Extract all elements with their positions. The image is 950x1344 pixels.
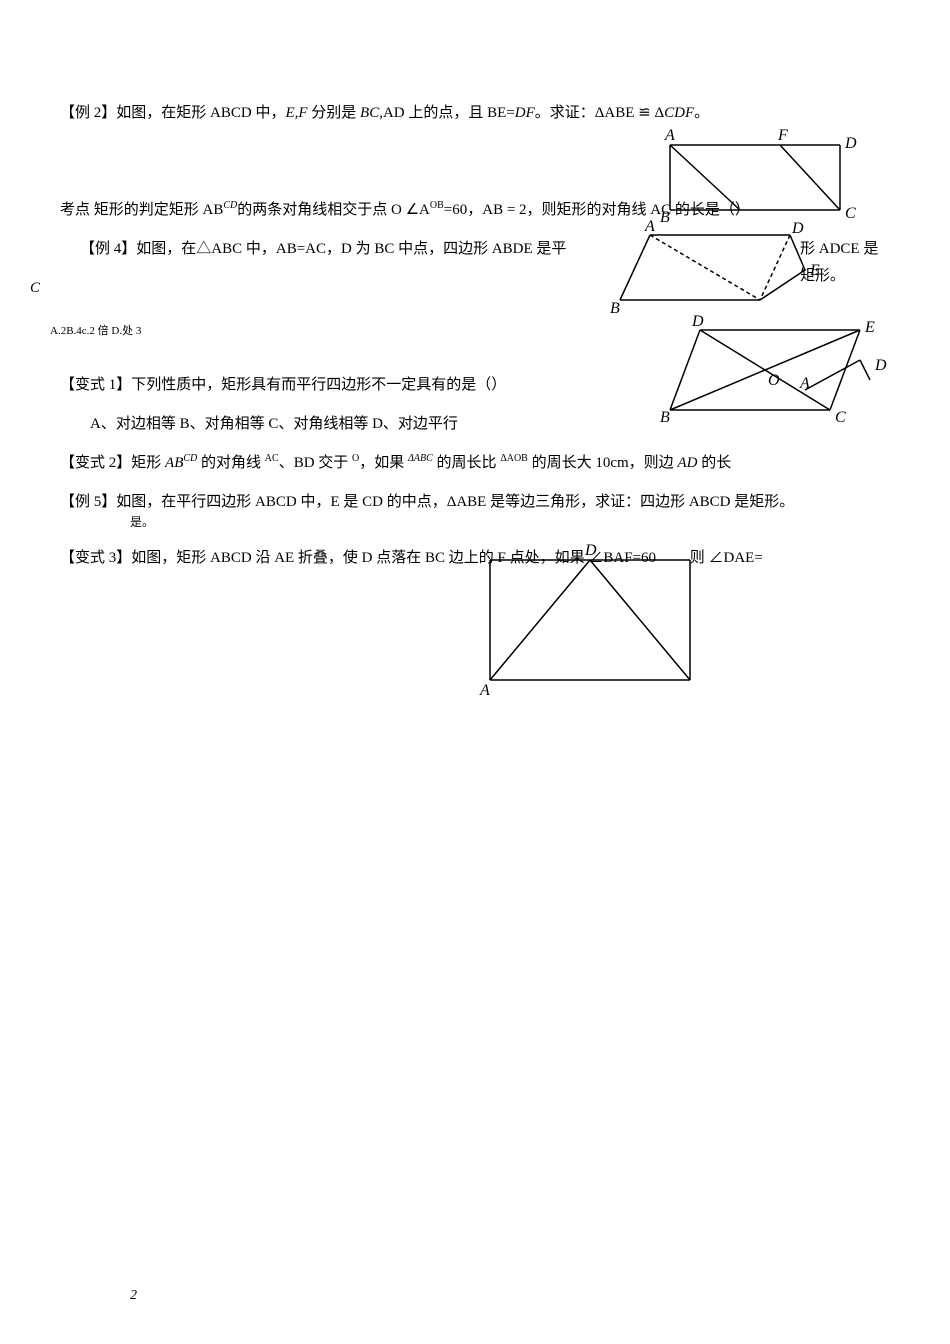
problem-ex2: 【例 2】如图，在矩形 ABCD 中，E,F 分别是 BC,AD 上的点，且 B… xyxy=(60,100,890,127)
kaodian-t2: 的两条对角线相交于点 O ∠A xyxy=(237,202,430,218)
kaodian-cd: CD xyxy=(223,200,237,211)
bs2-t6: ，如果 xyxy=(359,455,408,471)
bs2-ac: AC xyxy=(265,453,279,464)
bs2-t4: 、BD 交于 xyxy=(279,455,352,471)
ex2-t1: E,F xyxy=(285,105,307,121)
ex5-text: 如图，在平行四边形 ABCD 中，E 是 CD 的中点，ΔABE 是等边三角形，… xyxy=(116,494,794,510)
ex2-t7: CDF xyxy=(664,105,694,121)
ex4-text: 如图，在△ABC 中，AB=AC，D 为 BC 中点，四边形 ABDE 是平 xyxy=(136,241,566,257)
label-A2: A xyxy=(644,218,655,235)
bs2-t10: 的周长大 10cm，则边 xyxy=(528,455,678,471)
kaodian-ob: OB xyxy=(430,200,444,211)
bs2-label: 【变式 2】 xyxy=(60,455,131,471)
bs2-t1: AB xyxy=(165,455,183,471)
label-D2: D xyxy=(791,220,804,237)
ex2-t6: 。求证：ΔABE ≌ Δ xyxy=(535,105,664,121)
problem-bianshi1: 【变式 1】下列性质中，矩形具有而平行四边形不一定具有的是（） xyxy=(60,372,890,399)
page-number: 2 xyxy=(130,1288,137,1304)
label-D3: D xyxy=(691,313,704,330)
choices-text: A.2B.4c.2 倍 D.处 3 xyxy=(50,325,141,337)
ex2-t5: DF xyxy=(515,105,535,121)
kaodian-t1: 考点 矩形的判定矩形 AB xyxy=(60,202,223,218)
bs2-t8: 的周长比 xyxy=(433,455,501,471)
bs2-t0: 矩形 xyxy=(131,455,165,471)
kaodian-t3: =60，AB = 2，则矩形的对角线 AC 的长是（） xyxy=(444,202,750,218)
label-A4: A xyxy=(479,682,490,699)
bs1-opts: A、对边相等 B、对角相等 C、对角线相等 D、对边平行 xyxy=(90,416,458,432)
bs2-aob: ΔAOB xyxy=(500,453,528,464)
bs2-cd: CD xyxy=(183,453,197,464)
ex4-label: 【例 4】 xyxy=(80,241,136,257)
label-E3: E xyxy=(864,319,875,336)
bs3-label: 【变式 3】 xyxy=(60,550,131,566)
label-A: A xyxy=(664,127,675,144)
bianshi1-options: A、对边相等 B、对角相等 C、对角线相等 D、对边平行 xyxy=(90,411,890,438)
c-text: C xyxy=(30,280,40,296)
bs2-t2: 的对角线 xyxy=(197,455,265,471)
bs1-label: 【变式 1】 xyxy=(60,377,131,393)
ex2-t4: ,AD 上的点，且 BE= xyxy=(379,105,515,121)
bs1-text: 下列性质中，矩形具有而平行四边形不一定具有的是（） xyxy=(131,377,506,393)
ex2-t3: BC xyxy=(360,105,379,121)
ex5-label: 【例 5】 xyxy=(60,494,116,510)
ex2-t0: 如图，在矩形 ABCD 中， xyxy=(116,105,285,121)
diagram-triangle-rect: A D xyxy=(470,540,720,705)
bs2-abc: ΔABC xyxy=(408,453,433,464)
ex2-label: 【例 2】 xyxy=(60,105,116,121)
label-D: D xyxy=(844,135,857,152)
kaodian-line: 考点 矩形的判定矩形 ABCD的两条对角线相交于点 O ∠AOB=60，AB =… xyxy=(60,197,890,224)
problem-bianshi2: 【变式 2】矩形 ABCD 的对角线 AC、BD 交于 O，如果 ΔABC 的周… xyxy=(60,450,890,477)
ex5-note: 是。 xyxy=(130,512,890,534)
label-D4: D xyxy=(584,542,597,559)
label-F: F xyxy=(777,127,788,144)
page-content: 【例 2】如图，在矩形 ABCD 中，E,F 分别是 BC,AD 上的点，且 B… xyxy=(0,0,950,624)
bs2-ad: AD xyxy=(677,455,697,471)
label-B2: B xyxy=(610,300,620,317)
ex2-t2: 分别是 xyxy=(308,105,361,121)
c-marker: C xyxy=(30,275,890,302)
problem-ex5: 【例 5】如图，在平行四边形 ABCD 中，E 是 CD 的中点，ΔABE 是等… xyxy=(60,489,890,534)
bs2-t12: 的长 xyxy=(697,455,731,471)
diagram-parallelogram-abde: A D B E xyxy=(610,225,840,320)
ex2-t8: 。 xyxy=(694,105,709,121)
